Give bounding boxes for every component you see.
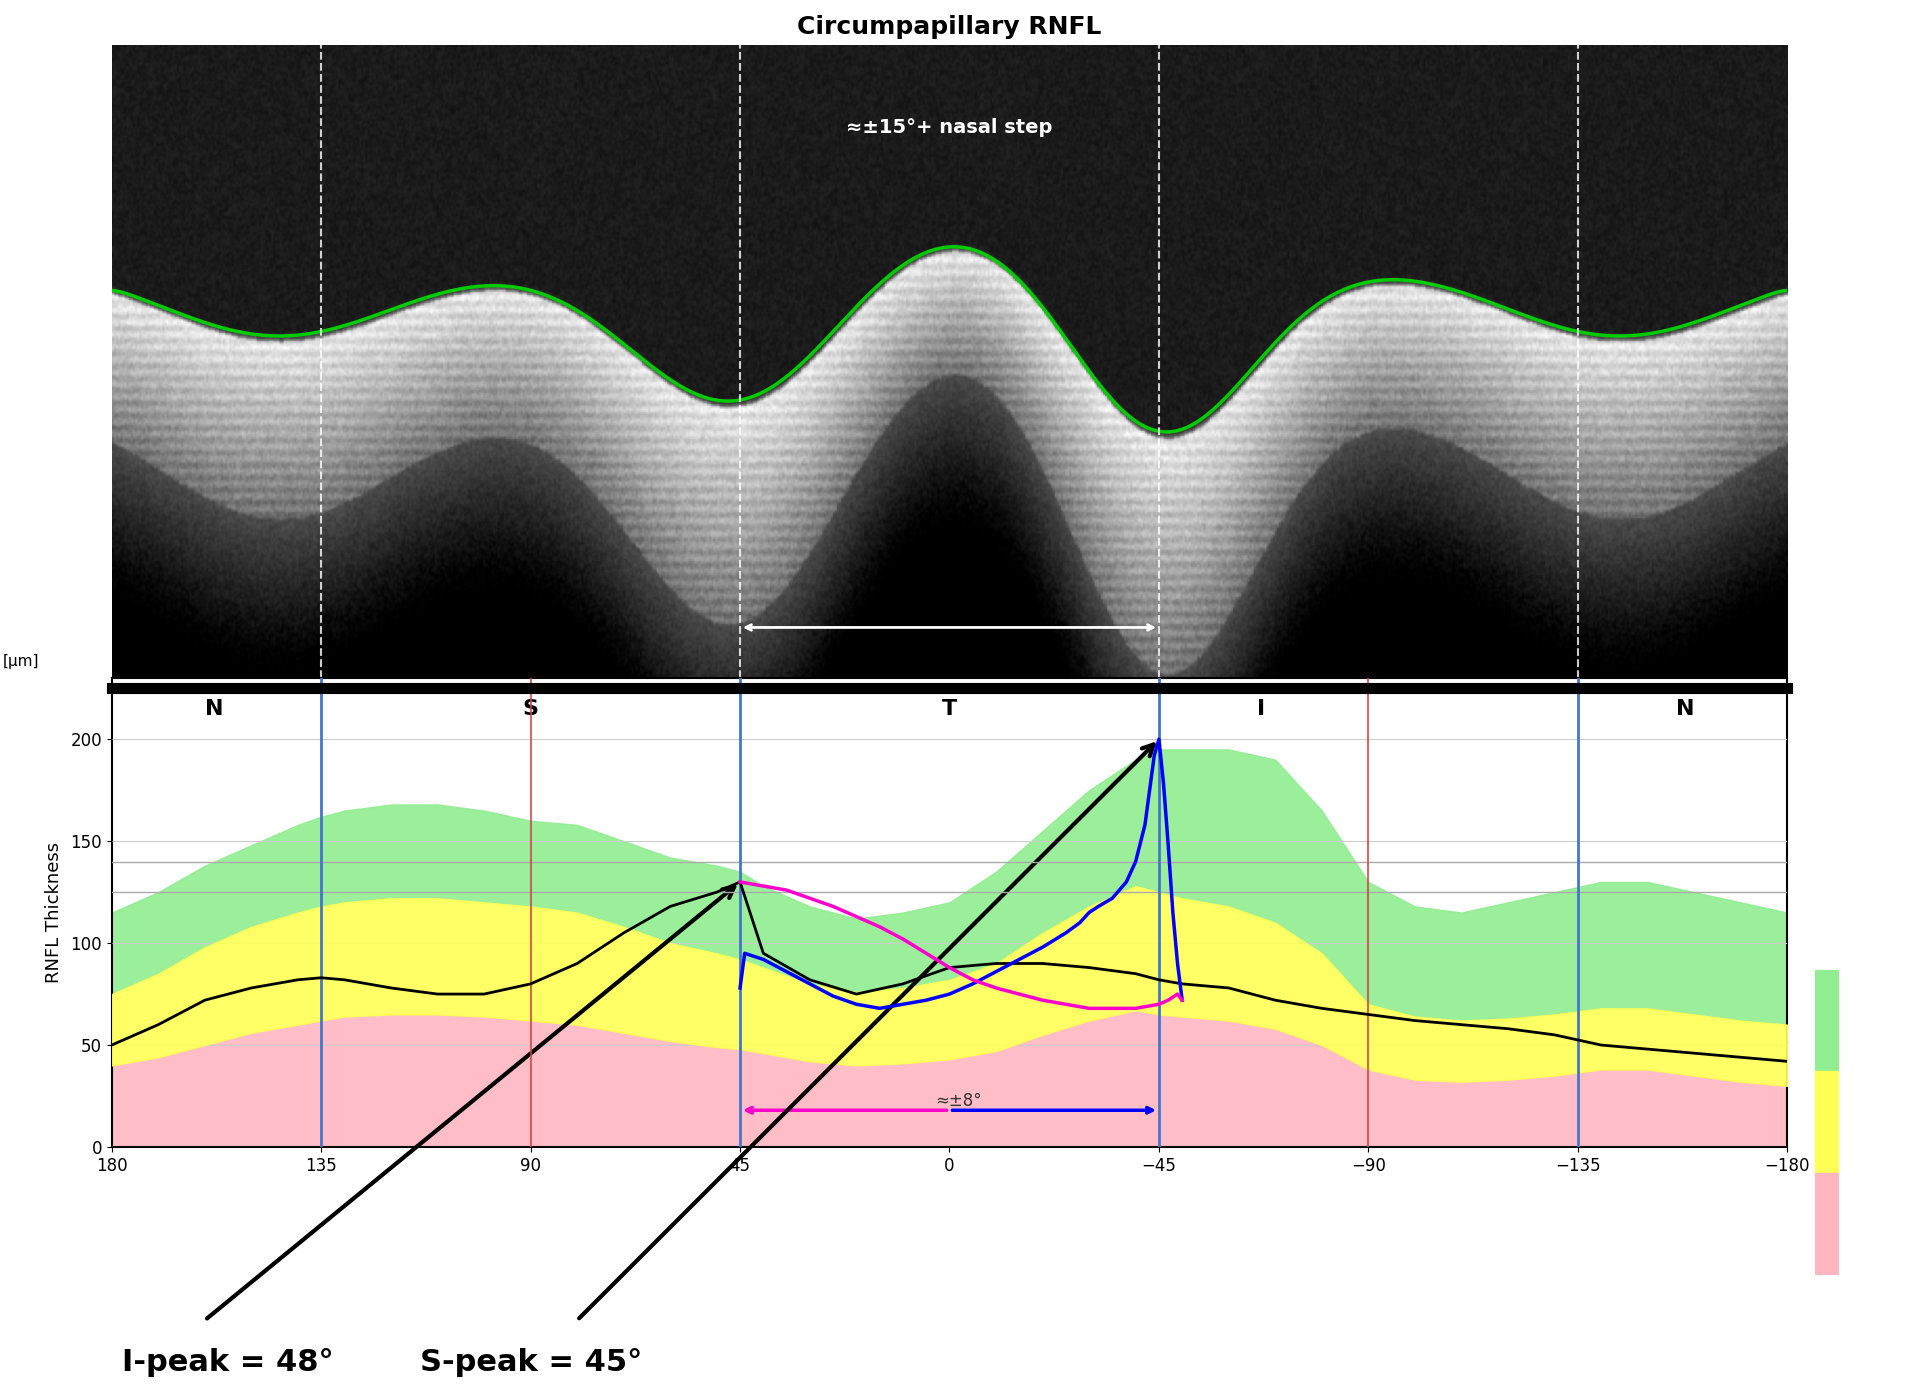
Text: N: N (1675, 698, 1694, 719)
Text: ≈±15°+ nasal step: ≈±15°+ nasal step (847, 118, 1053, 137)
Text: [μm]: [μm] (2, 654, 38, 669)
Title: Circumpapillary RNFL: Circumpapillary RNFL (797, 15, 1101, 39)
Text: S-peak = 45°: S-peak = 45° (419, 1348, 642, 1377)
Text: S: S (523, 698, 538, 719)
Y-axis label: RNFL Thickness: RNFL Thickness (46, 842, 63, 983)
Text: N: N (206, 698, 223, 719)
Text: I: I (1256, 698, 1266, 719)
Text: I-peak = 48°: I-peak = 48° (123, 1348, 334, 1377)
Text: T: T (941, 698, 957, 719)
Text: ≈±8°: ≈±8° (936, 1093, 982, 1111)
